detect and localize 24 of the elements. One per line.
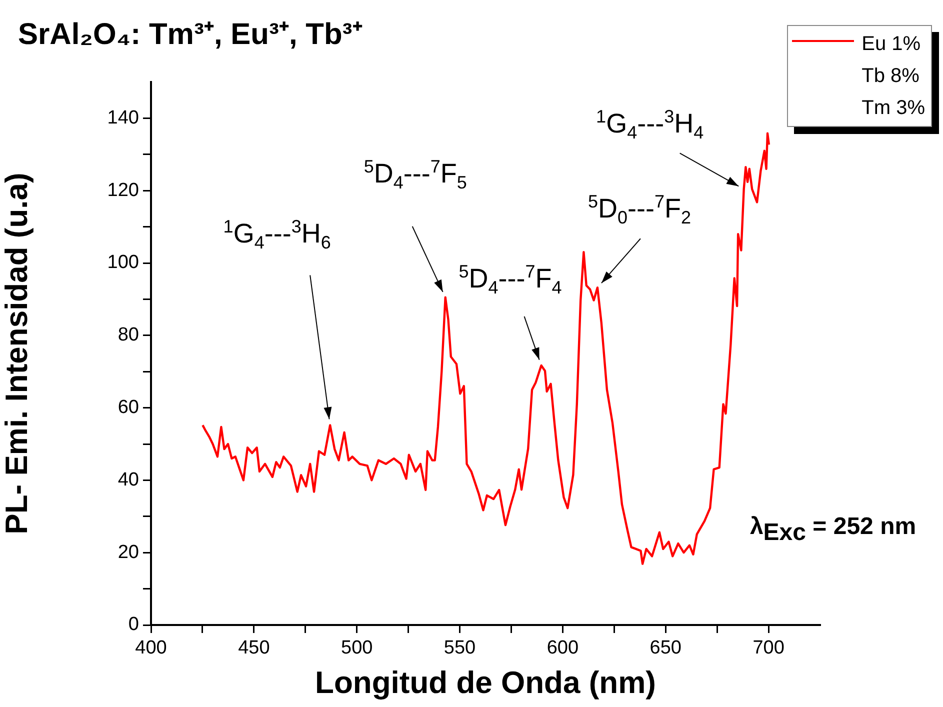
y-tick-label: 0 bbox=[128, 614, 139, 636]
y-axis-title: PL- Emi. Intensidad (u.a) bbox=[0, 172, 34, 534]
annotation: $^{5}$D$_{4}$---$^{7}$F$_{4}$ bbox=[458, 262, 562, 300]
y-tick-label: 140 bbox=[107, 107, 139, 128]
x-tick-label: 650 bbox=[650, 638, 682, 659]
x-axis-title: Longitud de Onda (nm) bbox=[315, 664, 656, 700]
y-tick-label: 100 bbox=[107, 252, 139, 274]
legend-label: Eu 1% Tb 8% Tm 3% bbox=[862, 32, 925, 121]
y-tick-label: 40 bbox=[118, 469, 139, 490]
y-tick-label: 120 bbox=[107, 180, 139, 201]
annotation: $^{5}$D$_{4}$---$^{7}$F$_{5}$ bbox=[364, 156, 467, 194]
x-tick-label: 550 bbox=[444, 638, 476, 659]
annotation: $^{1}$G$_{4}$---$^{3}$H$_{6}$ bbox=[223, 216, 331, 254]
x-tick-label: 600 bbox=[546, 638, 579, 659]
x-tick-label: 400 bbox=[135, 638, 167, 659]
x-tick-label: 450 bbox=[238, 638, 270, 659]
annotation: $^{5}$D$_{0}$---$^{7}$F$_{2}$ bbox=[588, 190, 691, 228]
annotation: $^{1}$G$_{4}$---$^{3}$H$_{4}$ bbox=[596, 106, 704, 144]
y-tick-label: 80 bbox=[118, 324, 139, 346]
chart-title: SrAl₂O₄: Tm³⁺, Eu³⁺, Tb³⁺ bbox=[18, 17, 362, 53]
y-tick-label: 20 bbox=[118, 542, 139, 563]
x-tick-label: 700 bbox=[752, 638, 784, 659]
y-tick-label: 60 bbox=[118, 397, 139, 418]
x-tick-label: 500 bbox=[340, 638, 373, 659]
